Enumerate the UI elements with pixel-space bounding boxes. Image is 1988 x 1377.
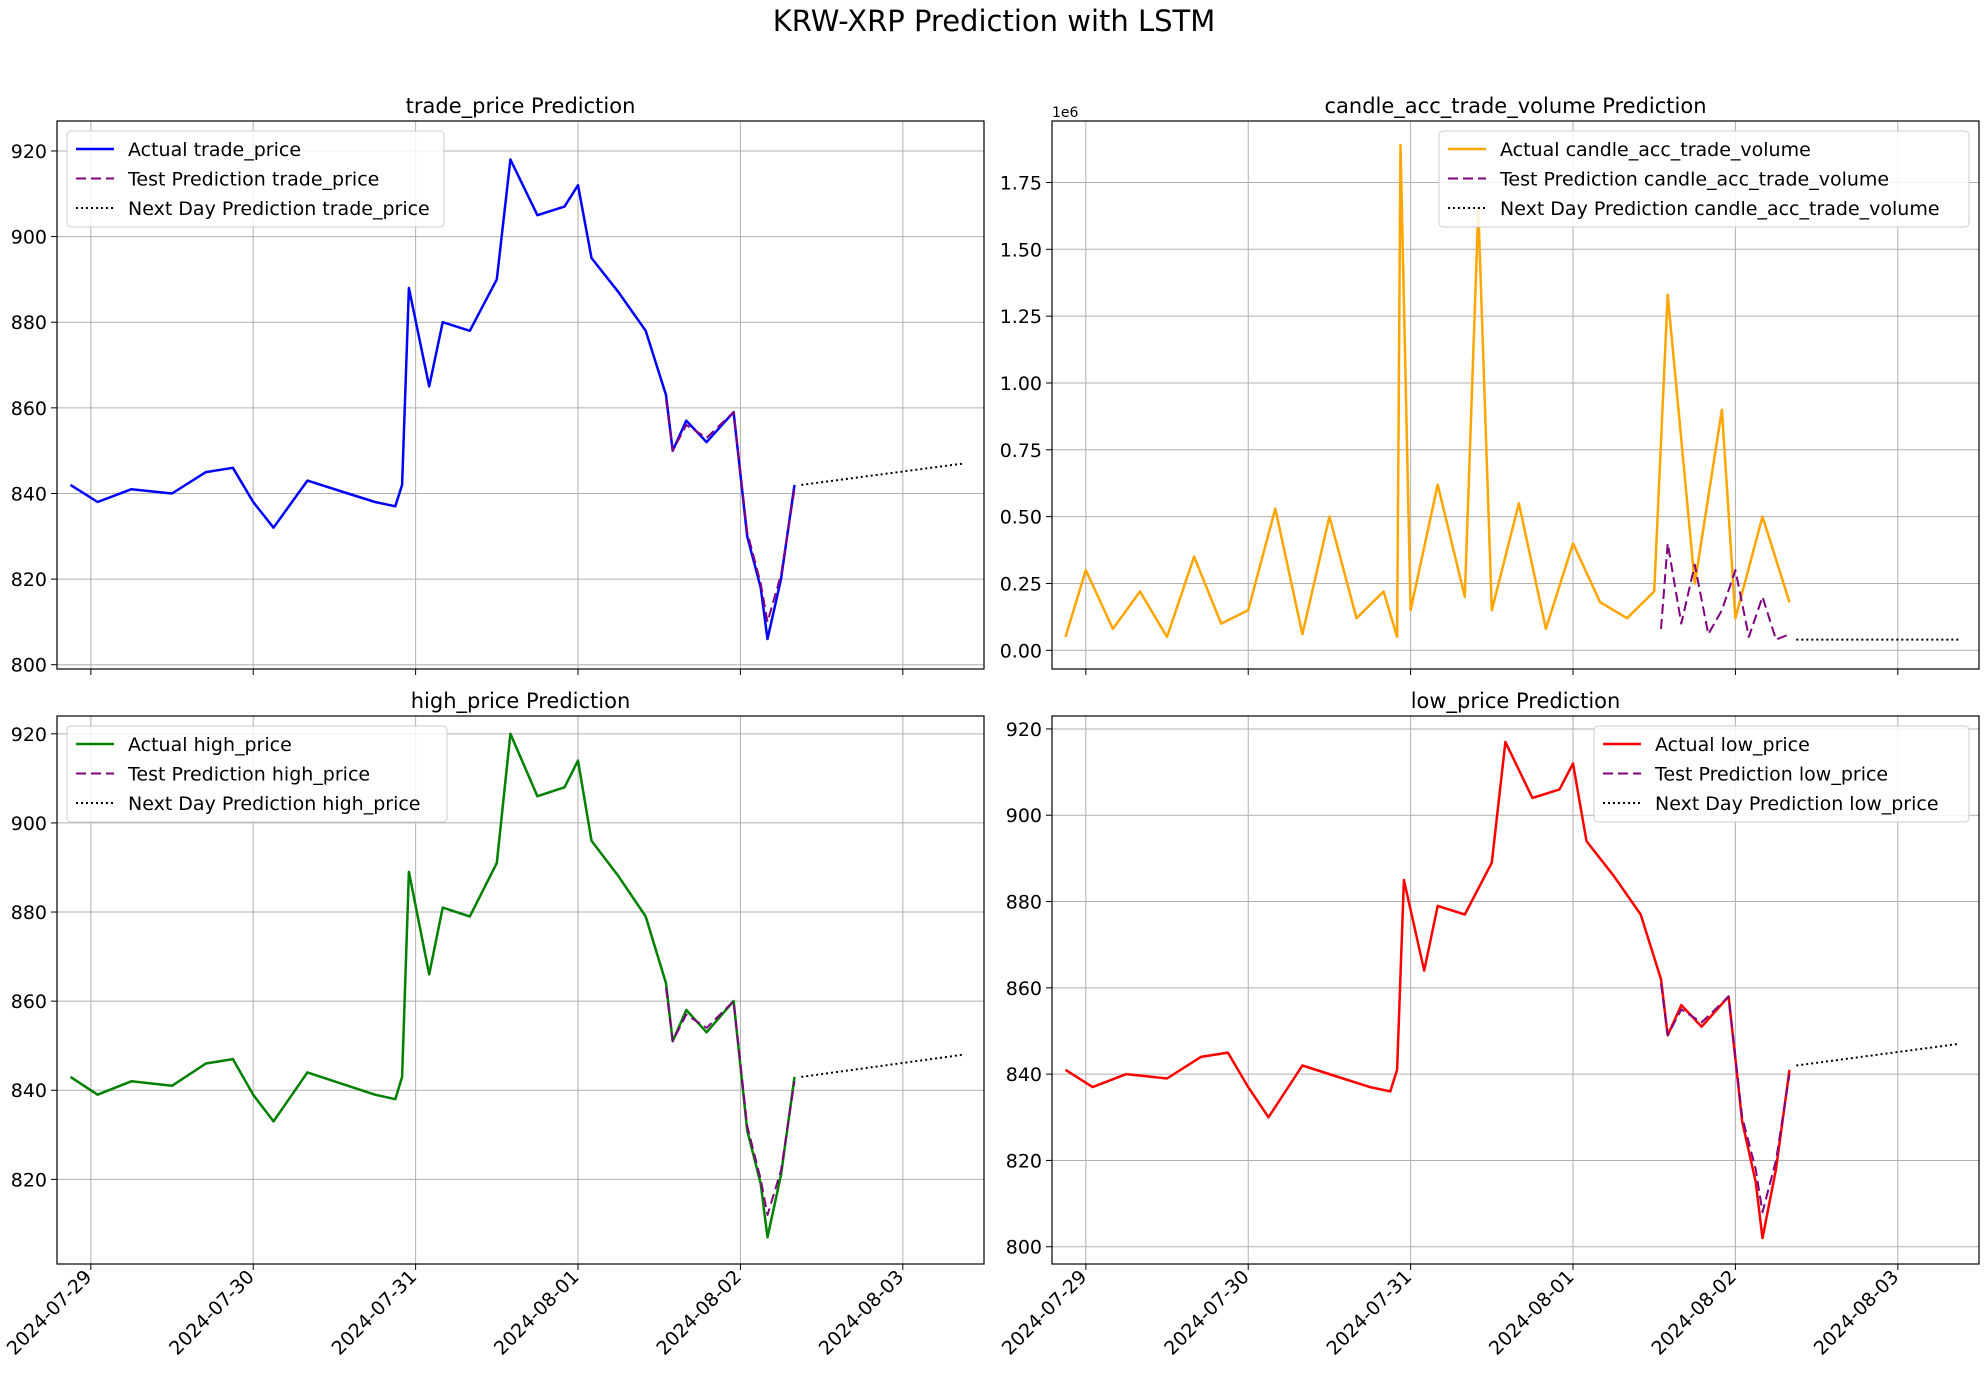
x-tick-label: 2024-07-30 [1160, 1266, 1254, 1360]
x-tick-label: 2024-08-03 [815, 1266, 909, 1360]
y-tick-label: 920 [11, 141, 47, 163]
y-tick-label: 840 [11, 483, 47, 505]
y-tick-label: 880 [1006, 892, 1042, 914]
subplot-1: trade_price Prediction 800 820 840 860 880 900… [11, 94, 985, 677]
legend-label: Next Day Prediction high_price [128, 793, 421, 815]
y-tick-label: 880 [11, 902, 47, 924]
y-tick-label: 0.00 [1000, 640, 1042, 662]
y-tick-label: 860 [11, 991, 47, 1013]
legend-label: Test Prediction low_price [1654, 764, 1888, 786]
y-tick-label: 1.75 [1000, 172, 1042, 194]
y-tick-label: 0.50 [1000, 507, 1042, 529]
x-tick-label: 2024-07-29 [3, 1266, 97, 1360]
x-tick-label: 2024-07-29 [998, 1266, 1092, 1360]
series-line-next [1796, 1042, 1959, 1067]
subplot-title: high_price Prediction [411, 689, 631, 714]
legend-label: Next Day Prediction trade_price [128, 198, 430, 220]
x-tick-label: 2024-08-02 [1647, 1266, 1741, 1360]
legend-box [1593, 725, 1970, 823]
series-line-test [665, 987, 796, 1216]
x-tick-label: 2024-08-01 [490, 1266, 584, 1360]
series-line-next [801, 462, 964, 486]
y-tick-label: 840 [11, 1080, 47, 1102]
x-tick-label: 2024-08-03 [1810, 1266, 1904, 1360]
y-tick-label: 860 [1006, 978, 1042, 1000]
y-tick-label: 820 [11, 569, 47, 591]
y-tick-label: 900 [11, 227, 47, 249]
x-tick-label: 2024-07-31 [328, 1266, 422, 1360]
legend-label: Test Prediction candle_acc_trade_volume [1499, 169, 1889, 191]
y-offset-label: 1e6 [1052, 105, 1079, 121]
subplot-title: trade_price Prediction [406, 94, 636, 119]
legend: Actual high_price Test Prediction high_pr… [66, 725, 448, 823]
axes-frame [56, 715, 985, 1265]
axes-frame [56, 120, 985, 670]
legend: Actual candle_acc_trade_volume Test Predi… [1438, 130, 1970, 228]
figure-title: KRW-XRP Prediction with LSTM [772, 4, 1216, 38]
y-tick-label: 800 [11, 655, 47, 677]
y-tick-label: 820 [11, 1169, 47, 1191]
legend-box [66, 725, 448, 823]
legend-label: Actual low_price [1655, 734, 1810, 756]
y-tick-label: 920 [1006, 719, 1042, 741]
series-line-test [665, 399, 796, 623]
legend-label: Actual candle_acc_trade_volume [1500, 139, 1811, 161]
legend-label: Test Prediction trade_price [127, 169, 379, 191]
y-tick-label: 840 [1006, 1064, 1042, 1086]
axes-frame [1051, 715, 1980, 1265]
y-tick-label: 0.75 [1000, 440, 1042, 462]
y-tick-label: 1.00 [1000, 373, 1042, 395]
series-line-actual [69, 158, 796, 641]
subplot-4: low_price Prediction 2024-07-29 2024-07-30… [998, 689, 1980, 1360]
x-tick-label: 2024-08-01 [1485, 1266, 1579, 1360]
y-tick-label: 1.25 [1000, 306, 1042, 328]
subplot-2: candle_acc_trade_volume Prediction 0.00 0.… [1000, 94, 1980, 675]
x-tick-label: 2024-08-02 [652, 1266, 746, 1360]
y-tick-label: 820 [1006, 1150, 1042, 1172]
y-tick-label: 0.25 [1000, 573, 1042, 595]
y-tick-label: 900 [11, 813, 47, 835]
legend-box [1438, 130, 1970, 228]
y-tick-label: 880 [11, 312, 47, 334]
y-tick-label: 1.50 [1000, 239, 1042, 261]
legend-label: Next Day Prediction candle_acc_trade_vol… [1500, 198, 1940, 220]
y-tick-label: 860 [11, 398, 47, 420]
legend-label: Test Prediction high_price [127, 764, 370, 786]
legend: Actual trade_price Test Prediction trade_… [66, 130, 445, 228]
legend-label: Actual trade_price [128, 139, 301, 161]
subplot-title: low_price Prediction [1411, 689, 1621, 714]
subplot-title: candle_acc_trade_volume Prediction [1324, 94, 1706, 119]
series-line-actual [69, 732, 796, 1239]
series-line-actual [1064, 740, 1791, 1240]
legend: Actual low_price Test Prediction low_pric… [1593, 725, 1970, 823]
y-tick-label: 800 [1006, 1237, 1042, 1259]
legend-label: Next Day Prediction low_price [1655, 793, 1939, 815]
y-tick-label: 900 [1006, 805, 1042, 827]
x-tick-label: 2024-07-30 [165, 1266, 259, 1360]
y-tick-label: 920 [11, 724, 47, 746]
legend-box [66, 130, 445, 228]
series-line-test [1660, 542, 1790, 641]
x-tick-label: 2024-07-31 [1323, 1266, 1417, 1360]
axes-frame [1051, 120, 1980, 670]
series-line-actual [1064, 143, 1791, 639]
series-line-test [1660, 983, 1791, 1214]
subplot-3: high_price Prediction 2024-07-29 2024-07-3… [3, 689, 985, 1360]
series-line-next [801, 1053, 964, 1078]
legend-label: Actual high_price [128, 734, 292, 756]
